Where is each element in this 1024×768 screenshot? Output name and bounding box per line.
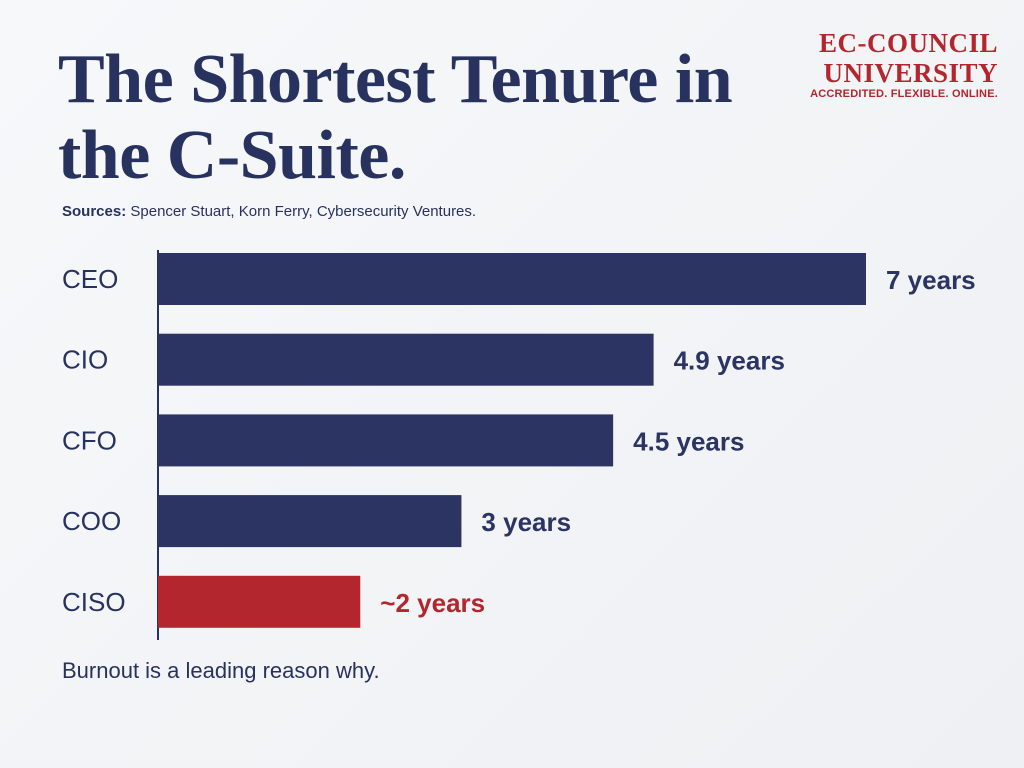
value-label: 4.5 years <box>633 426 744 456</box>
value-label: 7 years <box>886 265 976 295</box>
logo-line: UNIVERSITY <box>823 58 998 88</box>
value-label: 3 years <box>481 507 571 537</box>
bar <box>158 414 614 467</box>
category-label: CEO <box>62 264 118 294</box>
sources-label: Sources: <box>62 203 127 220</box>
sources: Sources: Spencer Stuart, Korn Ferry, Cyb… <box>62 203 476 220</box>
category-label: CFO <box>62 425 117 455</box>
bar <box>158 495 462 548</box>
value-label: 4.9 years <box>674 346 785 376</box>
logo-tagline: ACCREDITED. FLEXIBLE. ONLINE. <box>810 88 998 100</box>
logo: EC-COUNCIL UNIVERSITY ACCREDITED. FLEXIB… <box>810 28 998 100</box>
bar <box>158 333 654 386</box>
sources-text: Spencer Stuart, Korn Ferry, Cybersecurit… <box>130 203 477 220</box>
bar <box>158 253 866 305</box>
chart-title: The Shortest Tenure in the C-Suite. <box>58 41 733 194</box>
footnote: Burnout is a leading reason why. <box>62 658 380 683</box>
value-label: ~2 years <box>380 588 485 618</box>
category-label: CISO <box>62 587 126 617</box>
logo-line: EC-COUNCIL <box>818 28 998 58</box>
bar <box>158 575 361 628</box>
category-label: COO <box>62 506 121 536</box>
category-label: CIO <box>62 345 108 375</box>
